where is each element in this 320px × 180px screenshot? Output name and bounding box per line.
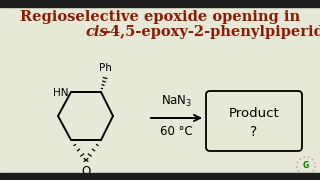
Text: Product: Product <box>228 107 279 120</box>
Text: cis: cis <box>86 25 108 39</box>
Bar <box>0 0 320 7</box>
Text: G: G <box>303 161 309 170</box>
Text: Ph: Ph <box>99 63 111 73</box>
Text: Regioselective epoxide opening in: Regioselective epoxide opening in <box>20 10 300 24</box>
Text: NaN$_3$: NaN$_3$ <box>161 94 192 109</box>
FancyBboxPatch shape <box>206 91 302 151</box>
Text: ?: ? <box>250 125 258 140</box>
Text: HN: HN <box>52 88 68 98</box>
Text: O: O <box>81 165 91 178</box>
Text: 60 °C: 60 °C <box>160 125 193 138</box>
Text: -4,5-epoxy-2-phenylpiperidine: -4,5-epoxy-2-phenylpiperidine <box>104 25 320 39</box>
Bar <box>0 173 320 180</box>
